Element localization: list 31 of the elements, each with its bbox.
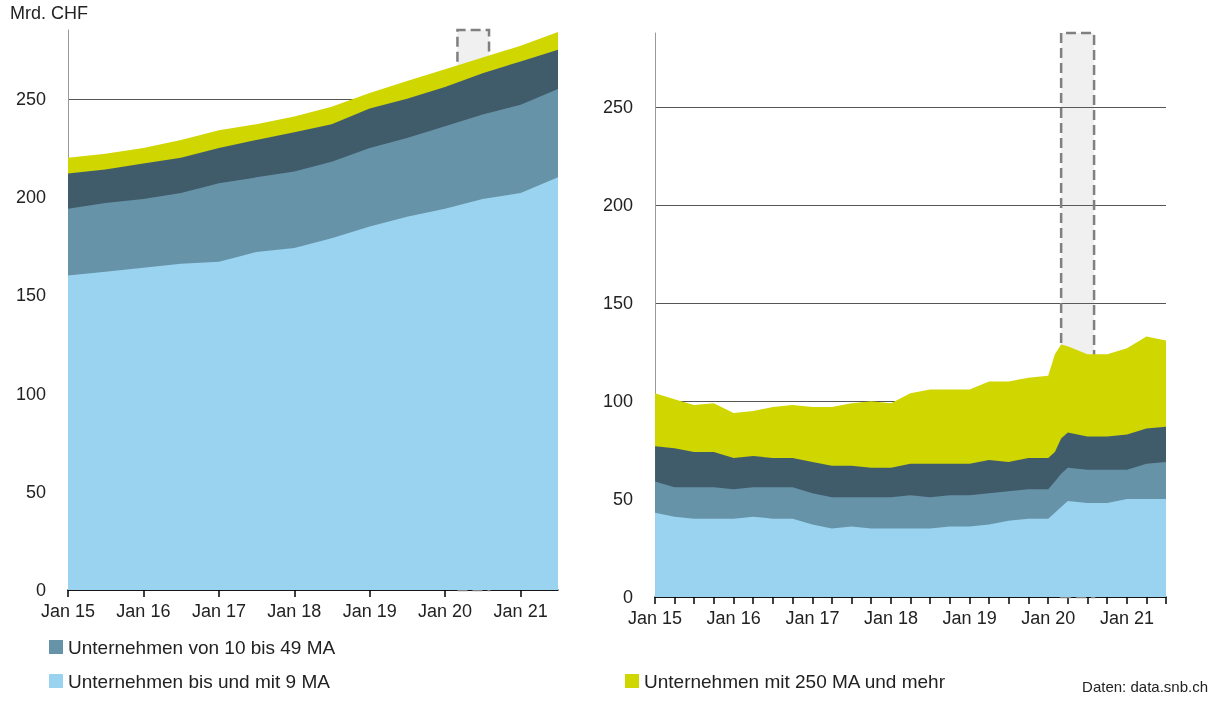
y-tick-label: 200 <box>15 187 46 208</box>
y-axis-title: Mrd. CHF <box>10 3 88 23</box>
x-tick-label: Jan 17 <box>191 601 246 621</box>
y-tick-label: 0 <box>35 580 46 600</box>
x-tick-label: Jan 17 <box>785 608 840 628</box>
y-tick-label: 0 <box>623 587 634 607</box>
x-tick-label: Jan 16 <box>116 601 171 621</box>
text: Daten: data.snb.ch <box>1082 678 1208 695</box>
y-tick-label: 150 <box>602 293 634 314</box>
x-tick-label: Jan 18 <box>267 601 322 621</box>
y-tick-label: 50 <box>25 481 46 502</box>
y-tick-label: 100 <box>602 391 634 412</box>
y-tick-label: 150 <box>15 285 46 306</box>
x-tick-label: Jan 20 <box>1021 608 1076 628</box>
y-tick-label: 200 <box>602 195 634 216</box>
y-tick-label: 100 <box>15 383 46 404</box>
legend-label: Unternehmen mit 250 MA und mehr <box>644 670 946 692</box>
x-tick-label: Jan 19 <box>942 608 997 628</box>
y-tick-label: 50 <box>613 489 634 510</box>
x-tick-label: Jan 21 <box>493 601 548 621</box>
y-tick-label: 250 <box>15 88 46 109</box>
x-tick-label: Jan 15 <box>40 601 96 621</box>
x-tick-label: Jan 18 <box>864 608 919 628</box>
x-tick-label: Jan 15 <box>628 608 683 628</box>
x-tick-label: Jan 16 <box>706 608 761 628</box>
x-tick-label: Jan 20 <box>418 601 473 621</box>
x-tick-label: Jan 21 <box>1100 608 1155 628</box>
y-tick-label: 250 <box>602 97 634 118</box>
legend-label: Unternehmen bis und mit 9 MA <box>68 670 331 692</box>
x-tick-label: Jan 19 <box>342 601 397 621</box>
legend-label: Unternehmen von 10 bis 49 MA <box>68 636 336 658</box>
